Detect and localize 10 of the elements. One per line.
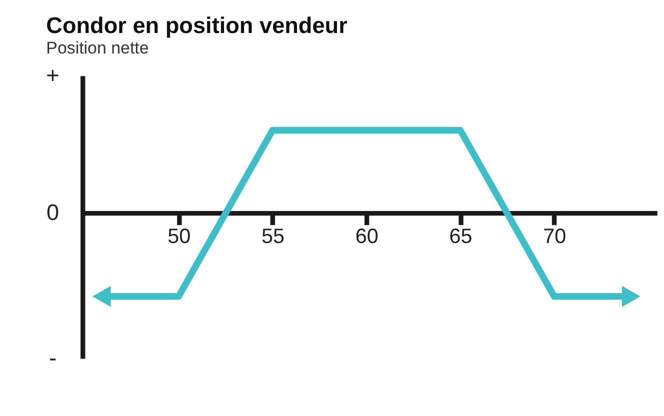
text: 0	[46, 200, 60, 225]
text: +	[46, 62, 60, 88]
chart-subtitle: Position nette	[46, 38, 149, 58]
x-tick-label: 55	[261, 224, 285, 248]
x-tick-label: 60	[355, 224, 378, 248]
x-tick-label: 70	[543, 224, 566, 248]
text: -	[48, 345, 57, 370]
x-tick-label: 65	[449, 224, 472, 248]
chart-title: Condor en position vendeur	[46, 12, 348, 38]
x-tick-label: 50	[168, 224, 191, 248]
